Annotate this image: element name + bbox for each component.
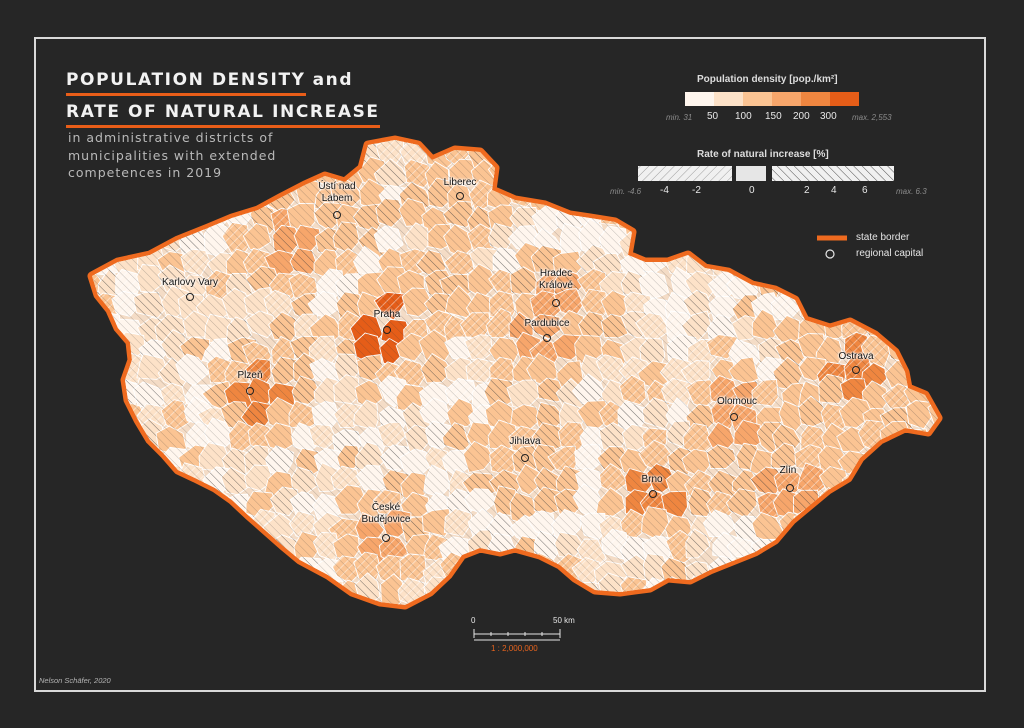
density-break-label: 50 [707,111,719,122]
density-break-label: 200 [793,111,810,122]
regional-capital-marker [786,484,794,492]
regional-capital-label: regional capital [856,248,924,259]
increase-break-label: -4 [660,185,669,196]
increase-break-label: 6 [862,185,868,196]
density-swatch [801,92,830,106]
increase-break-label: 4 [831,185,837,196]
city-label: Ústí nad Labem [318,181,356,204]
map-title: POPULATION DENSITY and RATE OF NATURAL I… [66,68,380,128]
increase-legend-min: min. -4.6 [610,187,642,196]
density-swatch [743,92,772,106]
title-line-2: RATE OF NATURAL INCREASE [66,100,380,128]
scale-bar [473,629,561,641]
increase-swatch-positive-hatch [772,166,894,181]
scale-end: 50 km [553,616,575,625]
regional-capital-marker [186,293,194,301]
map-frame [34,37,986,692]
increase-legend-title: Rate of natural increase [%] [697,149,829,160]
density-swatch [714,92,743,106]
density-break-label: 100 [735,111,752,122]
density-swatch [772,92,801,106]
increase-break-label: 2 [804,185,810,196]
scale-ratio: 1 : 2,000,000 [491,644,538,653]
regional-capital-marker [383,326,391,334]
regional-capital-marker [730,413,738,421]
city-label: Plzeň [237,370,263,381]
regional-capital-legend-symbol [825,249,835,259]
city-label: Liberec [443,177,477,188]
regional-capital-marker [543,334,551,342]
city-label: Praha [373,309,401,320]
title-line-1: POPULATION DENSITY [66,68,306,96]
density-break-label: 150 [765,111,782,122]
subtitle-line-3: competences in 2019 [68,165,223,180]
regional-capital-marker [552,299,560,307]
regional-capital-marker [852,366,860,374]
density-break-label: 300 [820,111,837,122]
credit: Nelson Schäfer, 2020 [39,676,111,685]
increase-break-label: 0 [749,185,755,196]
subtitle-line-2: municipalities with extended [68,147,277,163]
negative-increase-hatch [92,140,938,605]
city-label: Olomouc [716,396,758,407]
increase-legend-max: max. 6.3 [896,187,927,196]
city-label: Ostrava [838,351,874,362]
density-swatch [685,92,714,106]
density-legend-min: min. 31 [666,113,693,122]
city-label: Jihlava [509,436,541,447]
density-legend-max: max. 2,553 [852,113,892,122]
state-border-label: state border [856,232,910,243]
subtitle-line-1: in administrative districts of [68,130,274,145]
scale-zero: 0 [471,616,476,625]
city-label: Brno [641,474,663,485]
regional-capital-marker [333,211,341,219]
increase-swatch-negative-hatch [638,166,732,181]
title-line-1-suffix: and [312,70,354,90]
increase-swatch-zero [736,166,766,181]
city-label: Karlovy Vary [162,277,218,288]
regional-capital-marker [246,387,254,395]
city-label: Hradec Králové [539,268,573,291]
regional-capital-marker [649,490,657,498]
city-label: Pardubice [524,318,570,329]
city-label: České Budějovice [361,502,411,525]
increase-legend [638,166,894,181]
increase-break-label: -2 [692,185,701,196]
density-legend-title: Population density [pop./km²] [697,74,838,85]
city-label: Zlín [779,465,797,476]
regional-capital-marker [521,454,529,462]
regional-capital-marker [456,192,464,200]
map-subtitle: in administrative districts of municipal… [68,129,308,182]
density-swatch [830,92,859,106]
regional-capital-marker [382,534,390,542]
density-legend [685,92,859,106]
